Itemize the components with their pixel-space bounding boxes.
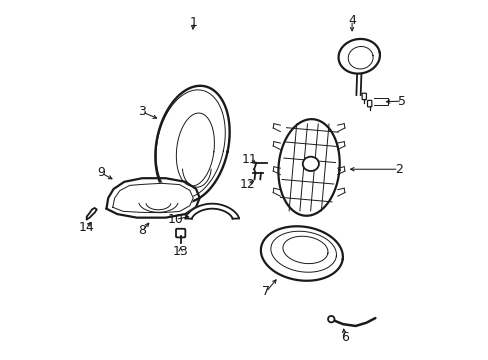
Text: 8: 8 xyxy=(138,224,146,238)
Text: 3: 3 xyxy=(138,105,146,118)
Text: 11: 11 xyxy=(242,153,257,166)
Polygon shape xyxy=(155,86,229,202)
Text: 10: 10 xyxy=(167,213,183,226)
Polygon shape xyxy=(106,178,199,218)
Text: 12: 12 xyxy=(239,178,255,191)
Text: 6: 6 xyxy=(340,331,348,344)
Polygon shape xyxy=(185,204,239,219)
Text: 1: 1 xyxy=(189,16,197,29)
FancyBboxPatch shape xyxy=(362,93,366,100)
Polygon shape xyxy=(278,119,339,216)
Text: 5: 5 xyxy=(397,95,406,108)
Text: 4: 4 xyxy=(347,14,355,27)
Polygon shape xyxy=(338,39,379,73)
Ellipse shape xyxy=(327,316,334,322)
Text: 7: 7 xyxy=(262,285,269,298)
Text: 2: 2 xyxy=(394,163,402,176)
Text: 14: 14 xyxy=(79,221,94,234)
Polygon shape xyxy=(113,183,193,213)
FancyBboxPatch shape xyxy=(367,100,371,107)
Ellipse shape xyxy=(302,157,318,171)
FancyBboxPatch shape xyxy=(176,229,185,237)
Text: 9: 9 xyxy=(97,166,105,179)
Polygon shape xyxy=(260,226,342,281)
Text: 13: 13 xyxy=(172,244,188,257)
Polygon shape xyxy=(86,208,97,220)
